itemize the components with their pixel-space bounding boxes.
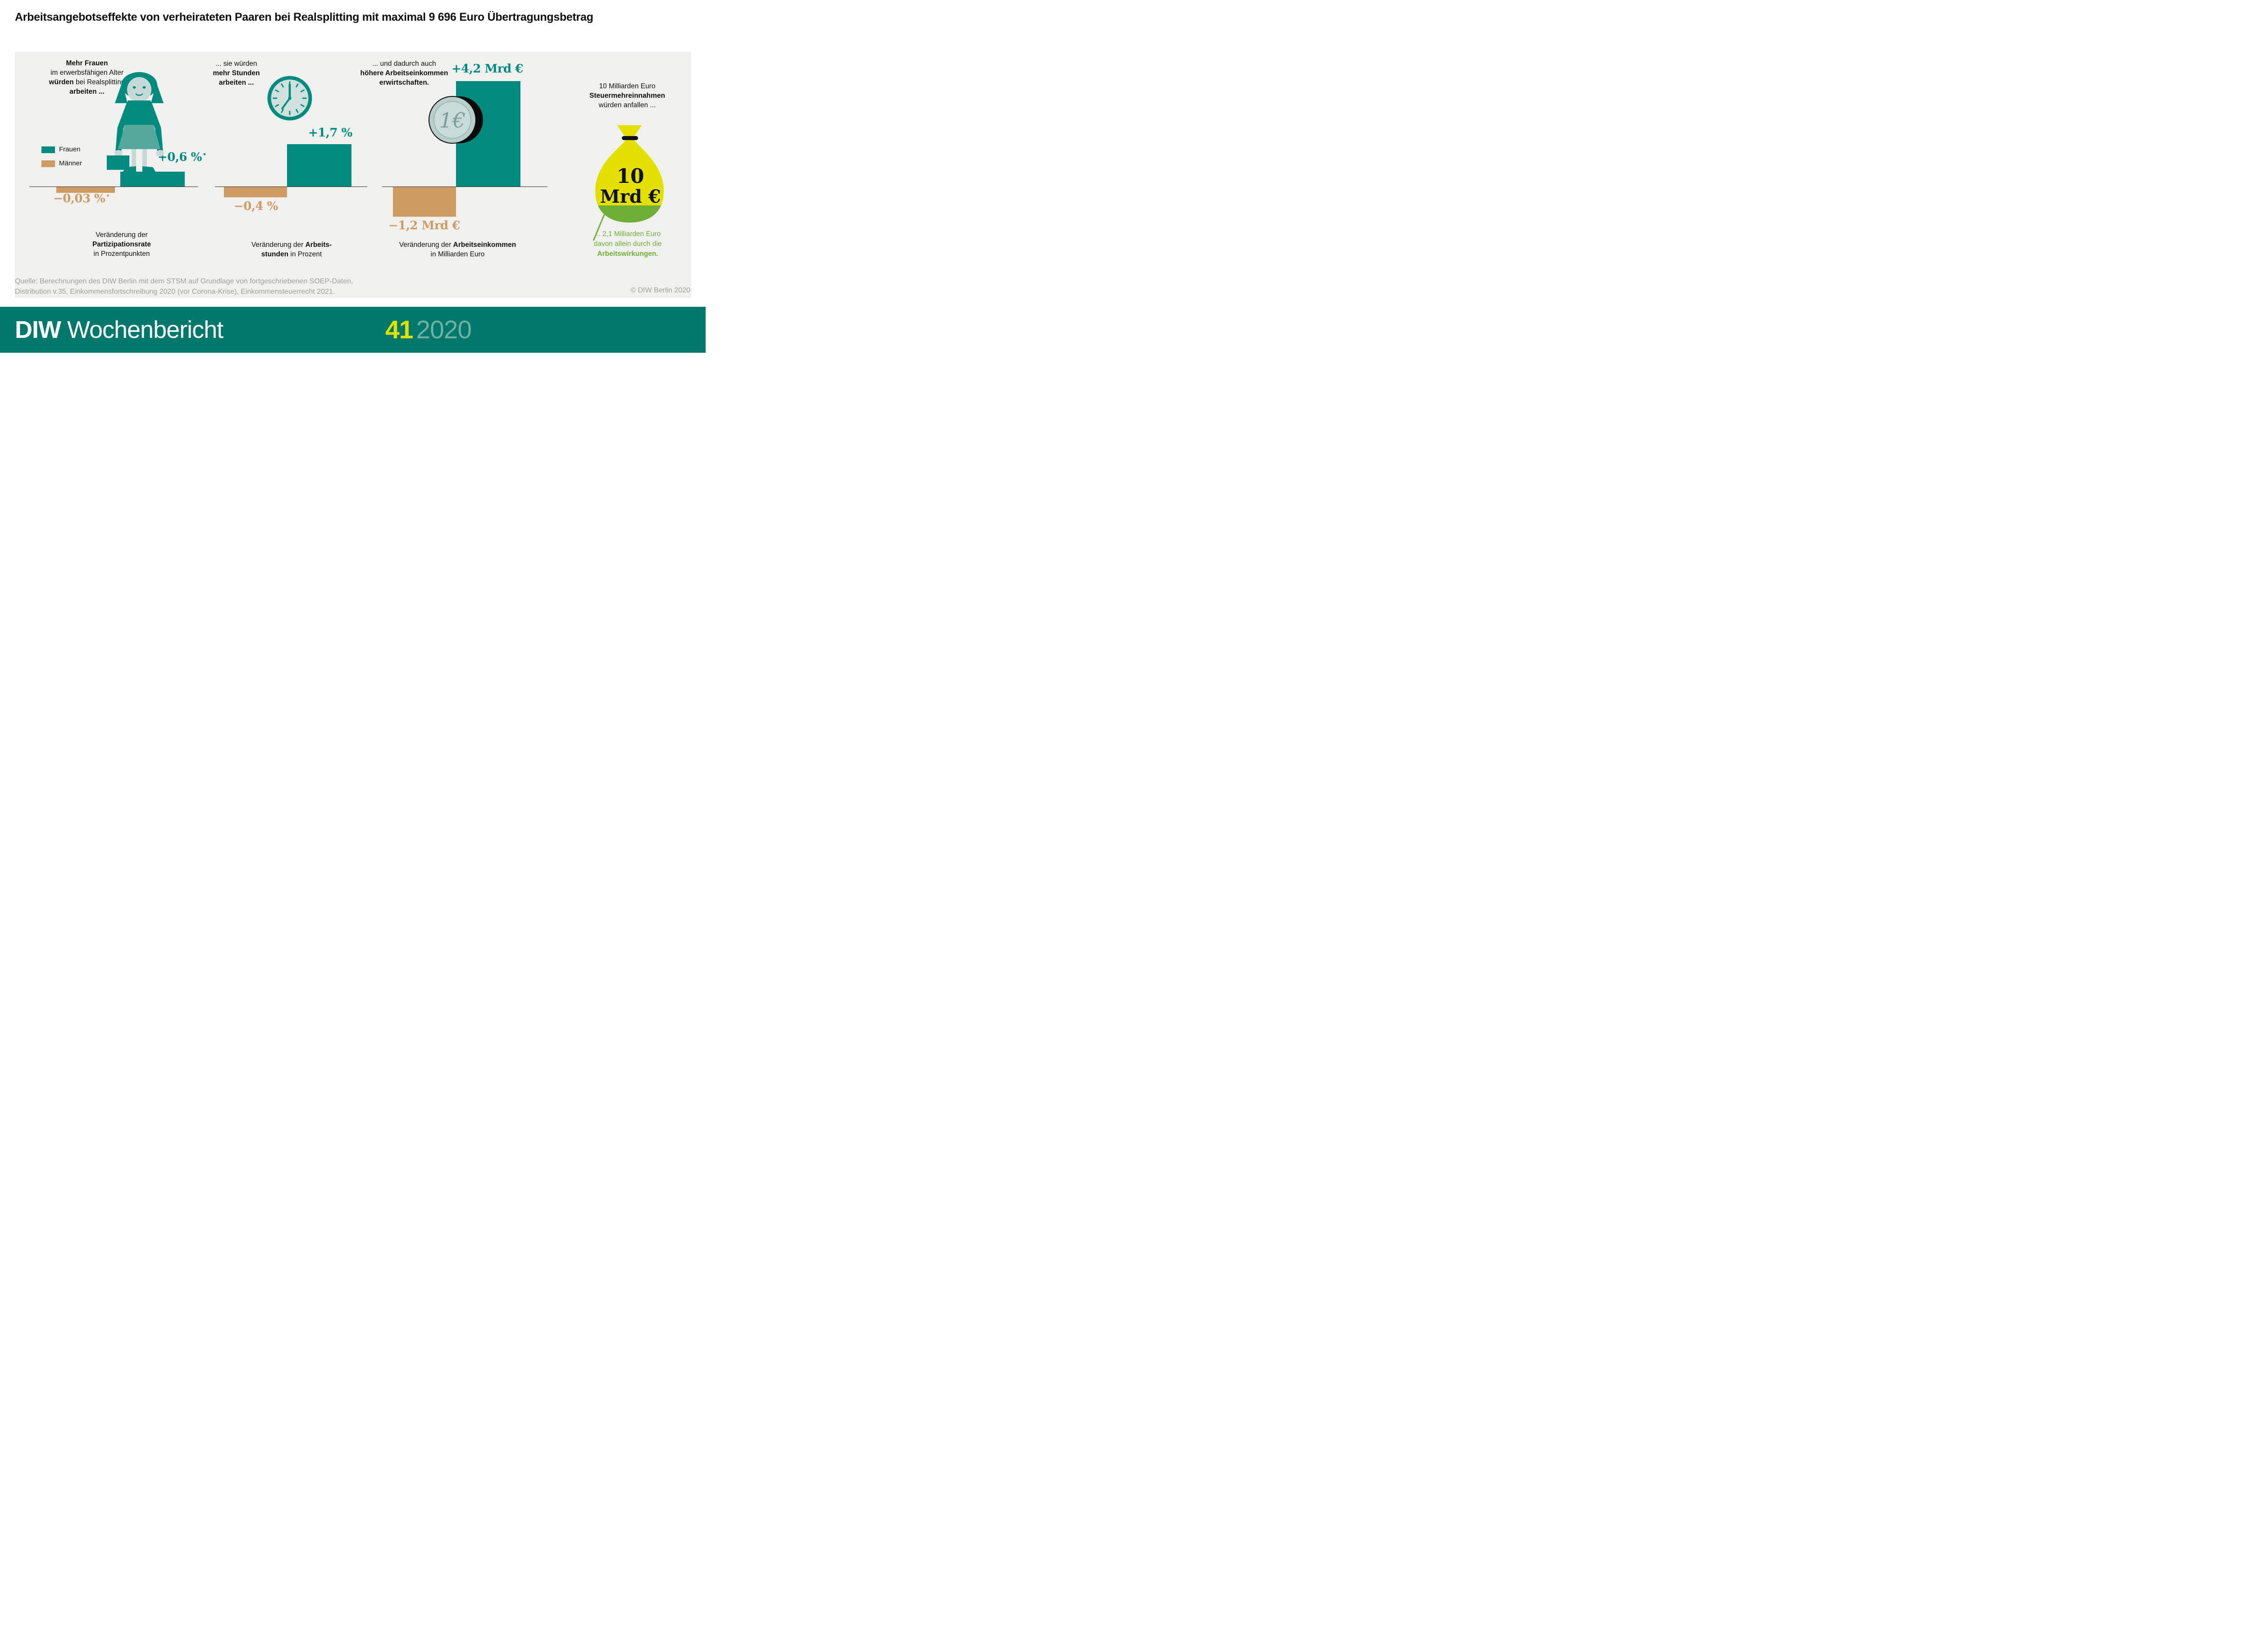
footer-bar: DIW Wochenbericht 41 2020 DIW BERLIN <box>0 307 706 353</box>
income-value-frauen: +4,2 Mrd € <box>452 62 523 76</box>
clock-icon <box>267 76 312 121</box>
hours-value-maenner: −0,4 % <box>234 200 278 213</box>
page-title: Arbeitsangebotseffekte von verheirateten… <box>15 11 593 23</box>
legend-swatch-frauen <box>41 146 55 153</box>
tax-header: 10 Milliarden Euro Steuermehreinnahmen w… <box>589 82 665 109</box>
bar-hours-maenner <box>224 187 287 197</box>
publication-wordmark: DIW Wochenbericht <box>15 316 223 343</box>
participation-value-frauen: +0,6 % • <box>158 150 206 164</box>
callout-line <box>593 213 606 241</box>
hours-value-frauen: +1,7 % <box>308 126 352 140</box>
source-note: Quelle: Berechnungen des DIW Berlin mit … <box>15 278 353 296</box>
hours-caption: Veränderung der Arbeits- stunden in Proz… <box>251 241 332 258</box>
bar-income-maenner <box>393 187 456 217</box>
participation-value-maenner: −0,03 % • <box>53 192 110 205</box>
participation-caption: Veränderung der Partizipationsrate in Pr… <box>92 231 151 258</box>
income-header: ... und dadurch auch höhere Arbeitseinko… <box>360 60 448 86</box>
income-caption: Veränderung der Arbeitseinkommen in Mill… <box>399 241 516 258</box>
income-value-maenner: −1,2 Mrd € <box>388 219 460 232</box>
infographic-canvas: Arbeitsangebotseffekte von verheirateten… <box>0 0 706 353</box>
tax-note: ... 2,1 Milliarden Euro davon allein dur… <box>593 230 662 258</box>
issue-number: 41 <box>385 315 413 344</box>
footnote-dot: • <box>106 193 110 200</box>
footnote-dot: • <box>202 151 206 158</box>
legend-swatch-maenner <box>41 160 55 167</box>
legend-label-frauen: Frauen <box>59 146 81 153</box>
bar-hours-frauen <box>287 144 351 187</box>
bar-participation-maenner <box>56 187 115 193</box>
bar-participation-frauen <box>120 172 185 187</box>
copyright-note: © DIW Berlin 2020 <box>630 287 690 294</box>
issue-year: 2020 <box>416 315 472 344</box>
legend-label-maenner: Männer <box>59 159 82 167</box>
bag-unit: Mrd € <box>600 186 661 207</box>
bag-green-share <box>595 205 664 223</box>
participation-header: Mehr Frauen im erwerbsfähigen Alter würd… <box>49 59 125 96</box>
issue-label: 41 2020 <box>385 307 472 353</box>
woman-figure-icon <box>107 72 164 172</box>
bag-amount: 10 <box>616 165 644 188</box>
euro-coin-icon: 1€ <box>429 96 483 144</box>
coin-value-label: 1€ <box>439 108 466 132</box>
money-bag-icon: 10 Mrd € <box>593 125 664 241</box>
hours-header: ... sie würden mehr Stunden arbeiten ... <box>213 60 260 86</box>
